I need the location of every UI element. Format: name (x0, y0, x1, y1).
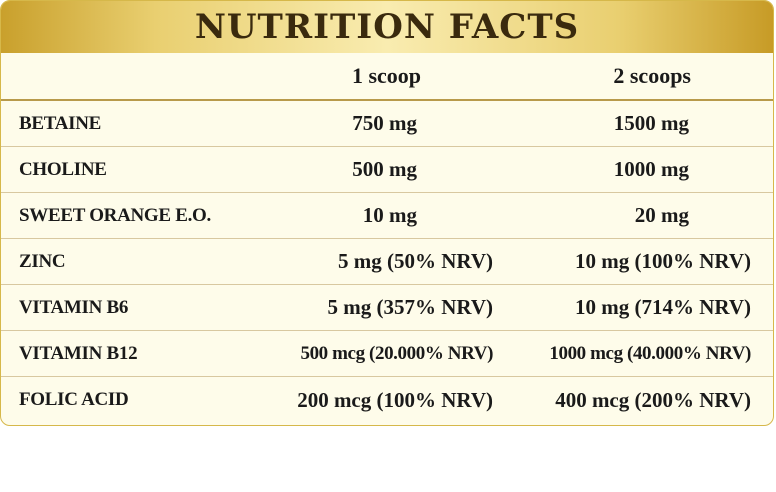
amount-1-scoop: 5 mg (357% NRV) (327, 295, 494, 319)
table-header-row: 1 scoop 2 scoops (1, 53, 773, 101)
table-row: SWEET ORANGE E.O. 10 mg 20 mg (1, 193, 773, 239)
table-row: FOLIC ACID 200 mcg (100% NRV) 400 mcg (2… (1, 377, 773, 423)
table-row: VITAMIN B6 5 mg (357% NRV) 10 mg (714% N… (1, 285, 773, 331)
nutrient-name: ZINC (19, 250, 66, 272)
amount-1-scoop: 500 mcg (20.000% NRV) (300, 342, 493, 364)
amount-1-scoop: 10 mg (362, 203, 417, 227)
nutrition-facts-panel: NUTRITION FACTS 1 scoop 2 scoops BETAINE… (0, 0, 774, 426)
amount-2-scoops: 1000 mcg (40.000% NRV) (549, 342, 751, 364)
nutrient-name: SWEET ORANGE E.O. (19, 204, 211, 226)
amount-2-scoops: 10 mg (714% NRV) (575, 295, 751, 319)
header-cell-1-scoop: 1 scoop (351, 63, 421, 88)
amount-2-scoops: 20 mg (634, 203, 689, 227)
amount-2-scoops: 1000 mg (613, 157, 689, 181)
table-row: CHOLINE 500 mg 1000 mg (1, 147, 773, 193)
title-bar: NUTRITION FACTS (1, 1, 773, 53)
nutrient-name: VITAMIN B6 (19, 296, 129, 318)
nutrient-name: VITAMIN B12 (19, 342, 138, 364)
amount-1-scoop: 750 mg (352, 111, 417, 135)
table-row: VITAMIN B12 500 mcg (20.000% NRV) 1000 m… (1, 331, 773, 377)
amount-1-scoop: 200 mcg (100% NRV) (297, 387, 493, 412)
amount-1-scoop: 5 mg (50% NRV) (338, 249, 493, 273)
page-title: NUTRITION FACTS (194, 7, 580, 47)
nutrient-name: CHOLINE (19, 158, 107, 180)
table-row: BETAINE 750 mg 1500 mg (1, 101, 773, 147)
amount-1-scoop: 500 mg (352, 157, 417, 181)
amount-2-scoops: 400 mcg (200% NRV) (555, 387, 751, 412)
nutrient-name: BETAINE (19, 112, 102, 134)
amount-2-scoops: 1500 mg (613, 111, 689, 135)
amount-2-scoops: 10 mg (100% NRV) (575, 249, 751, 273)
nutrient-name: FOLIC ACID (19, 389, 129, 410)
table-row: ZINC 5 mg (50% NRV) 10 mg (100% NRV) (1, 239, 773, 285)
header-cell-2-scoops: 2 scoops (613, 63, 691, 88)
